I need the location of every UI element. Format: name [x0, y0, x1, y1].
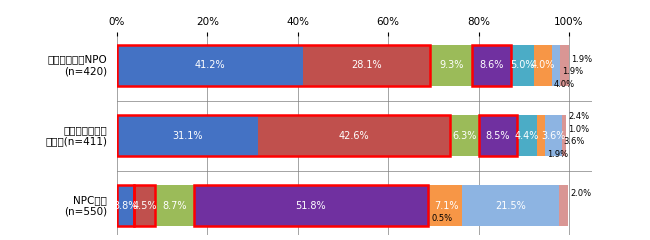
Text: 4.0%: 4.0%: [530, 60, 555, 70]
Text: 1.9%: 1.9%: [562, 67, 583, 76]
Bar: [155, 186, 194, 226]
Bar: [257, 115, 450, 156]
Text: 0.5%: 0.5%: [432, 214, 453, 223]
Bar: [194, 186, 428, 226]
Text: 31.1%: 31.1%: [172, 131, 203, 141]
Bar: [450, 115, 478, 156]
Bar: [462, 186, 560, 226]
Text: 9.3%: 9.3%: [439, 60, 463, 70]
Bar: [537, 115, 545, 156]
Text: 7.1%: 7.1%: [434, 201, 458, 211]
Bar: [117, 115, 257, 156]
Bar: [478, 115, 517, 156]
Bar: [194, 186, 428, 226]
Bar: [472, 45, 511, 86]
Text: 5.0%: 5.0%: [510, 60, 534, 70]
Text: 4.0%: 4.0%: [554, 80, 575, 89]
Bar: [134, 186, 155, 226]
Text: 4.4%: 4.4%: [515, 131, 539, 141]
Bar: [303, 45, 430, 86]
Bar: [472, 45, 511, 86]
Bar: [430, 186, 462, 226]
Bar: [117, 115, 450, 156]
Text: 41.2%: 41.2%: [195, 60, 226, 70]
Bar: [511, 45, 534, 86]
Text: 4.5%: 4.5%: [132, 201, 157, 211]
Text: 8.5%: 8.5%: [486, 131, 510, 141]
Bar: [117, 186, 134, 226]
Text: 2.0%: 2.0%: [570, 189, 592, 198]
Text: 3.6%: 3.6%: [541, 131, 566, 141]
Bar: [534, 45, 552, 86]
Bar: [428, 186, 430, 226]
Bar: [562, 115, 566, 156]
Text: 1.9%: 1.9%: [571, 54, 592, 64]
Bar: [517, 115, 537, 156]
Text: 28.1%: 28.1%: [352, 60, 382, 70]
Bar: [117, 45, 303, 86]
Text: 42.6%: 42.6%: [339, 131, 369, 141]
Text: 51.8%: 51.8%: [296, 201, 326, 211]
Bar: [545, 115, 562, 156]
Text: 6.3%: 6.3%: [452, 131, 476, 141]
Bar: [134, 186, 155, 226]
Text: 1.0%: 1.0%: [568, 125, 589, 134]
Text: 2.4%: 2.4%: [569, 112, 590, 121]
Bar: [560, 186, 569, 226]
Bar: [478, 115, 517, 156]
Text: 21.5%: 21.5%: [495, 201, 526, 211]
Bar: [117, 45, 430, 86]
Text: 1.9%: 1.9%: [547, 150, 568, 159]
Text: 8.7%: 8.7%: [162, 201, 187, 211]
Bar: [430, 45, 472, 86]
Text: 3.6%: 3.6%: [564, 138, 585, 146]
Bar: [560, 45, 569, 86]
Bar: [552, 45, 560, 86]
Text: 3.8%: 3.8%: [113, 201, 138, 211]
Text: 8.6%: 8.6%: [480, 60, 504, 70]
Bar: [117, 186, 134, 226]
